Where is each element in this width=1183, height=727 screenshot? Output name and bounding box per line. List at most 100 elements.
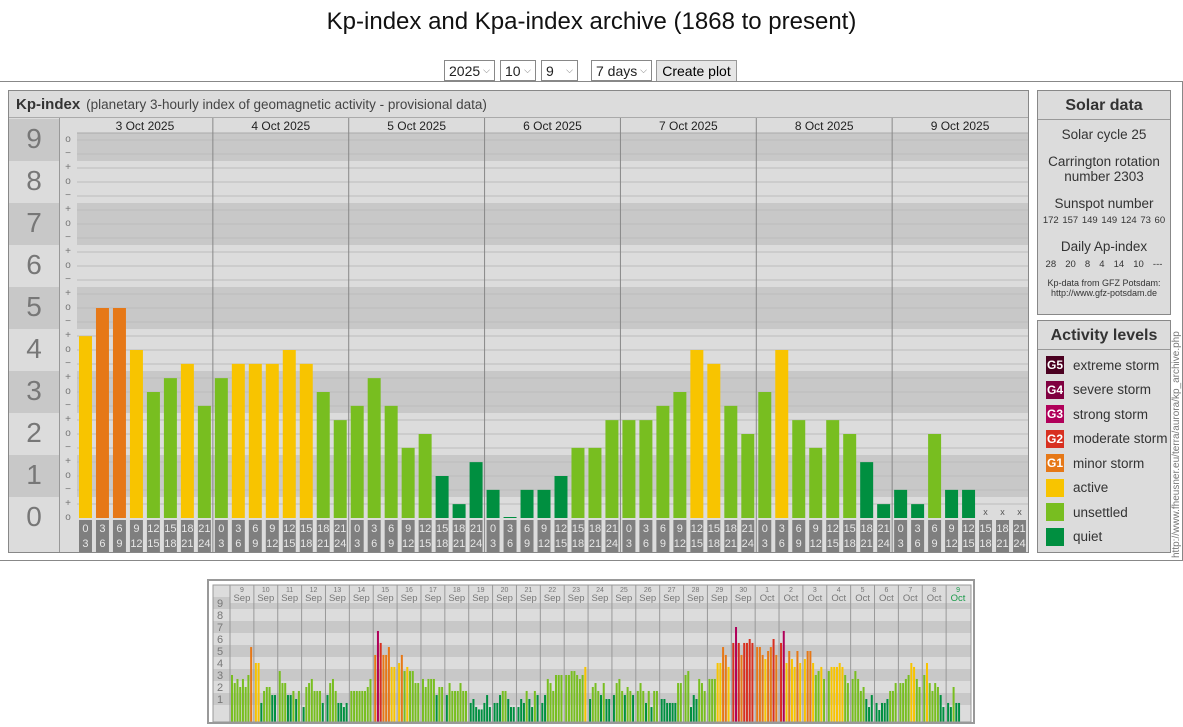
create-plot-button[interactable]: Create plot [656, 60, 737, 82]
ap-value: 14 [1113, 259, 1125, 270]
time-interval-end: 3 [218, 538, 224, 550]
mini-kp-bar [889, 690, 892, 723]
mini-day-month: Sep [663, 593, 680, 604]
time-interval-start: 3 [507, 523, 513, 535]
mini-kp-bar [512, 707, 515, 723]
time-interval-box [979, 520, 993, 552]
time-interval-box [775, 520, 789, 552]
y-tick-label: − [65, 316, 71, 327]
mini-kp-bar [814, 675, 817, 723]
mini-day-month: Oct [951, 593, 966, 604]
mini-kp-bar [660, 699, 663, 723]
time-interval-box [945, 520, 959, 552]
time-interval-end: 15 [962, 538, 974, 550]
gfz-link[interactable]: http://www.gfz-potsdam.de [1050, 288, 1158, 298]
credit-text: Kp-data from GFZ Potsdam: [1047, 278, 1161, 288]
time-interval-end: 12 [538, 538, 550, 550]
time-interval-box [622, 520, 636, 552]
kp-bar [860, 462, 874, 518]
mini-kp-bar [464, 690, 467, 723]
mini-kp-bar [653, 690, 656, 723]
mini-day-number: 27 [668, 587, 676, 594]
y-tick-label: o [65, 218, 71, 229]
mini-kp-bar [655, 690, 658, 723]
mini-kp-bar [713, 678, 716, 723]
kp-bar [350, 405, 364, 518]
period-select[interactable]: 7 days ⌵ [591, 60, 652, 81]
mini-kp-bar [925, 663, 928, 723]
time-interval-end: 21 [725, 538, 737, 550]
mini-kp-bar [393, 666, 396, 723]
carrington-label: Carrington rotation [1048, 154, 1160, 169]
mini-kp-bar [390, 666, 393, 723]
mini-kp-bar [302, 707, 305, 723]
time-interval-box [894, 520, 908, 552]
mini-kp-bar [504, 690, 507, 723]
time-interval-box [95, 520, 109, 552]
time-interval-end: 24 [606, 538, 618, 550]
time-interval-start: 9 [677, 523, 683, 535]
mini-day-month: Sep [735, 593, 752, 604]
time-interval-end: 9 [660, 538, 666, 550]
mini-band [213, 645, 971, 657]
legend-label: strong storm [1073, 406, 1149, 422]
mini-kp-bar [629, 690, 632, 723]
mini-day-month: Oct [807, 593, 822, 604]
chevron-down-icon: ⌵ [640, 65, 647, 75]
mini-y-label: 5 [217, 646, 223, 658]
mini-kp-bar [364, 690, 367, 723]
time-interval-box [316, 520, 330, 552]
time-interval-box [996, 520, 1010, 552]
time-interval-start: 9 [269, 523, 275, 535]
mini-kp-bar [319, 690, 322, 723]
time-interval-box [1013, 520, 1026, 552]
mini-day-number: 25 [620, 587, 628, 594]
time-interval-start: 6 [932, 523, 938, 535]
mini-day-month: Sep [544, 593, 561, 604]
mini-kp-bar [591, 687, 594, 723]
time-interval-box [163, 520, 177, 552]
mini-kp-bar [857, 678, 860, 723]
mini-kp-bar [445, 695, 448, 723]
month-select[interactable]: 10 ⌵ [500, 60, 536, 81]
sunspot-value: 149 [1081, 215, 1098, 226]
y-tick-label: o [65, 512, 71, 523]
time-interval-end: 24 [1013, 538, 1025, 550]
time-interval-box [367, 520, 381, 552]
mini-kp-bar [615, 683, 618, 723]
mini-kp-bar [329, 683, 332, 723]
activity-levels-panel: Activity levels G5 extreme storm G4 severe … [1037, 320, 1171, 553]
day-select[interactable]: 9 ⌵ [541, 60, 578, 81]
mini-kp-bar [310, 678, 313, 723]
mini-kp-bar [918, 687, 921, 723]
mini-kp-bar [639, 683, 642, 723]
time-interval-end: 21 [181, 538, 193, 550]
mini-kp-bar [790, 659, 793, 723]
time-interval-start: 6 [524, 523, 530, 535]
time-interval-start: 0 [82, 523, 88, 535]
missing-data-mark: x [1017, 507, 1022, 517]
time-interval-start: 15 [300, 523, 312, 535]
day-header-row [77, 118, 1028, 133]
kp-bar [707, 363, 721, 518]
time-interval-box [299, 520, 313, 552]
monthly-overview-chart[interactable]: 1 2 3 4 5 6 7 8 9 9 Sep 10 Sep 11 Sep 12 Sep 13 Sep 14 Sep 15… [207, 579, 975, 724]
time-interval-box [707, 520, 721, 552]
time-interval-box [79, 520, 92, 552]
mini-kp-bar [578, 678, 581, 723]
time-interval-end: 3 [762, 538, 768, 550]
time-interval-end: 3 [354, 538, 360, 550]
day-header: 8 Oct 2025 [795, 119, 854, 133]
mini-kp-bar [385, 654, 388, 723]
year-select[interactable]: 2025 ⌵ [444, 60, 495, 81]
mini-kp-bar [366, 687, 369, 723]
mini-day-number: 12 [310, 587, 318, 594]
time-interval-end: 9 [796, 538, 802, 550]
time-interval-start: 21 [470, 523, 482, 535]
mini-kp-bar [525, 690, 528, 723]
legend-swatch: G1 [1046, 454, 1064, 473]
mini-kp-bar [321, 702, 324, 723]
mini-kp-bar [567, 675, 570, 723]
mini-kp-bar [719, 663, 722, 723]
sunspot-value: 172 [1042, 215, 1059, 226]
